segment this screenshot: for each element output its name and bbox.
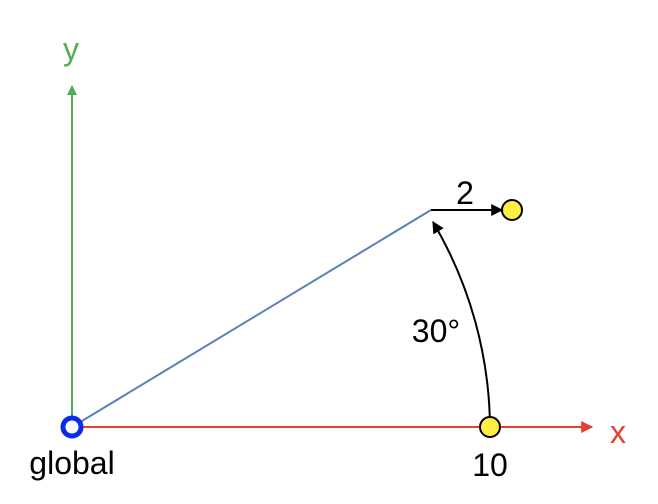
origin-label: global [29,445,114,481]
x-axis-point [479,416,501,438]
y-axis-label: y [63,31,79,67]
angle-arc [432,220,491,428]
origin-point [60,415,84,439]
target-point [501,199,523,221]
angle-label: 30° [412,313,460,349]
x-axis-label: x [610,414,626,450]
offset-label: 2 [456,175,474,211]
distance-label: 10 [472,447,508,483]
position-vector [71,209,432,428]
